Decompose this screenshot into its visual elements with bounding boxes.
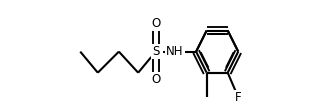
Text: F: F [235, 91, 242, 104]
Text: S: S [152, 45, 159, 58]
Text: O: O [151, 73, 160, 86]
Text: O: O [151, 17, 160, 30]
Text: NH: NH [166, 45, 184, 58]
